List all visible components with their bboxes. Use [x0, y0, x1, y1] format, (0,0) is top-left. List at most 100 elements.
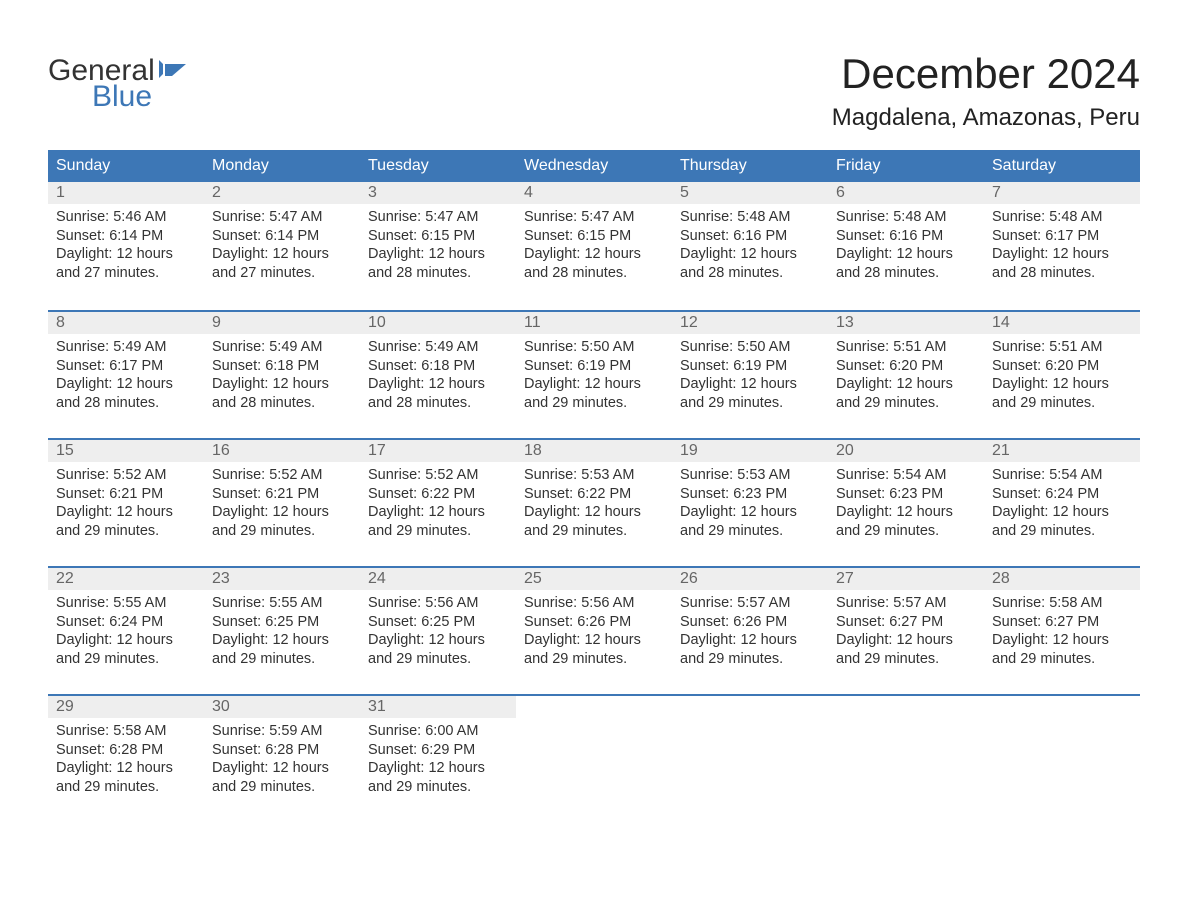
sunrise-text: Sunrise: 5:58 AM	[992, 594, 1132, 613]
weekday-header-row: Sunday Monday Tuesday Wednesday Thursday…	[48, 150, 1140, 182]
day-number: 4	[516, 182, 672, 204]
calendar-week: 1Sunrise: 5:46 AMSunset: 6:14 PMDaylight…	[48, 182, 1140, 310]
calendar-grid: Sunday Monday Tuesday Wednesday Thursday…	[48, 150, 1140, 822]
daylight-text-2: and 29 minutes.	[56, 650, 196, 669]
day-details: Sunrise: 5:59 AMSunset: 6:28 PMDaylight:…	[204, 718, 360, 806]
title-block: December 2024 Magdalena, Amazonas, Peru	[832, 50, 1140, 132]
daylight-text: Daylight: 12 hours	[56, 375, 196, 394]
calendar-day-cell: 6Sunrise: 5:48 AMSunset: 6:16 PMDaylight…	[828, 182, 984, 310]
daylight-text: Daylight: 12 hours	[524, 245, 664, 264]
sunrise-text: Sunrise: 5:52 AM	[212, 466, 352, 485]
daylight-text: Daylight: 12 hours	[212, 375, 352, 394]
calendar-day-cell: 16Sunrise: 5:52 AMSunset: 6:21 PMDayligh…	[204, 440, 360, 566]
daylight-text: Daylight: 12 hours	[212, 503, 352, 522]
calendar-day-cell: 3Sunrise: 5:47 AMSunset: 6:15 PMDaylight…	[360, 182, 516, 310]
calendar-week: 8Sunrise: 5:49 AMSunset: 6:17 PMDaylight…	[48, 310, 1140, 438]
sunset-text: Sunset: 6:14 PM	[212, 227, 352, 246]
calendar-day-cell: 31Sunrise: 6:00 AMSunset: 6:29 PMDayligh…	[360, 696, 516, 822]
day-details: Sunrise: 5:49 AMSunset: 6:17 PMDaylight:…	[48, 334, 204, 422]
daylight-text-2: and 29 minutes.	[992, 394, 1132, 413]
daylight-text-2: and 29 minutes.	[992, 650, 1132, 669]
logo-text-blue: Blue	[92, 82, 188, 112]
calendar-day-cell: 12Sunrise: 5:50 AMSunset: 6:19 PMDayligh…	[672, 312, 828, 438]
daylight-text: Daylight: 12 hours	[56, 245, 196, 264]
day-number: 22	[48, 568, 204, 590]
sunrise-text: Sunrise: 5:56 AM	[368, 594, 508, 613]
sunset-text: Sunset: 6:20 PM	[836, 357, 976, 376]
daylight-text-2: and 29 minutes.	[680, 394, 820, 413]
sunset-text: Sunset: 6:27 PM	[992, 613, 1132, 632]
daylight-text: Daylight: 12 hours	[836, 245, 976, 264]
daylight-text-2: and 29 minutes.	[212, 778, 352, 797]
calendar-day-cell	[828, 696, 984, 822]
day-number: 15	[48, 440, 204, 462]
sunset-text: Sunset: 6:15 PM	[368, 227, 508, 246]
day-number: 26	[672, 568, 828, 590]
weekday-header: Monday	[204, 150, 360, 182]
daylight-text-2: and 28 minutes.	[992, 264, 1132, 283]
calendar-day-cell: 14Sunrise: 5:51 AMSunset: 6:20 PMDayligh…	[984, 312, 1140, 438]
day-details: Sunrise: 5:55 AMSunset: 6:24 PMDaylight:…	[48, 590, 204, 678]
day-number: 7	[984, 182, 1140, 204]
weekday-header: Wednesday	[516, 150, 672, 182]
daylight-text-2: and 28 minutes.	[836, 264, 976, 283]
daylight-text: Daylight: 12 hours	[524, 375, 664, 394]
day-details: Sunrise: 5:49 AMSunset: 6:18 PMDaylight:…	[360, 334, 516, 422]
day-details: Sunrise: 5:58 AMSunset: 6:28 PMDaylight:…	[48, 718, 204, 806]
day-details: Sunrise: 5:55 AMSunset: 6:25 PMDaylight:…	[204, 590, 360, 678]
sunset-text: Sunset: 6:23 PM	[680, 485, 820, 504]
daylight-text: Daylight: 12 hours	[992, 375, 1132, 394]
sunrise-text: Sunrise: 5:57 AM	[680, 594, 820, 613]
month-title: December 2024	[832, 50, 1140, 98]
day-number: 6	[828, 182, 984, 204]
sunset-text: Sunset: 6:20 PM	[992, 357, 1132, 376]
sunset-text: Sunset: 6:27 PM	[836, 613, 976, 632]
page-header: General Blue December 2024 Magdalena, Am…	[48, 50, 1140, 132]
day-number: 28	[984, 568, 1140, 590]
sunset-text: Sunset: 6:14 PM	[56, 227, 196, 246]
sunrise-text: Sunrise: 5:49 AM	[212, 338, 352, 357]
sunset-text: Sunset: 6:16 PM	[680, 227, 820, 246]
day-number: 12	[672, 312, 828, 334]
day-details: Sunrise: 5:54 AMSunset: 6:24 PMDaylight:…	[984, 462, 1140, 550]
day-details: Sunrise: 5:51 AMSunset: 6:20 PMDaylight:…	[984, 334, 1140, 422]
daylight-text-2: and 27 minutes.	[212, 264, 352, 283]
calendar-day-cell: 22Sunrise: 5:55 AMSunset: 6:24 PMDayligh…	[48, 568, 204, 694]
daylight-text: Daylight: 12 hours	[56, 759, 196, 778]
sunrise-text: Sunrise: 5:46 AM	[56, 208, 196, 227]
daylight-text-2: and 29 minutes.	[368, 522, 508, 541]
day-number: 30	[204, 696, 360, 718]
daylight-text-2: and 29 minutes.	[368, 650, 508, 669]
daylight-text-2: and 29 minutes.	[56, 778, 196, 797]
daylight-text-2: and 29 minutes.	[836, 650, 976, 669]
weekday-header: Thursday	[672, 150, 828, 182]
calendar-week: 15Sunrise: 5:52 AMSunset: 6:21 PMDayligh…	[48, 438, 1140, 566]
day-number: 9	[204, 312, 360, 334]
day-details: Sunrise: 5:53 AMSunset: 6:22 PMDaylight:…	[516, 462, 672, 550]
weekday-header: Tuesday	[360, 150, 516, 182]
day-number: 14	[984, 312, 1140, 334]
daylight-text-2: and 29 minutes.	[524, 522, 664, 541]
calendar-day-cell: 30Sunrise: 5:59 AMSunset: 6:28 PMDayligh…	[204, 696, 360, 822]
sunset-text: Sunset: 6:24 PM	[992, 485, 1132, 504]
daylight-text: Daylight: 12 hours	[992, 245, 1132, 264]
sunrise-text: Sunrise: 5:49 AM	[368, 338, 508, 357]
calendar-day-cell: 29Sunrise: 5:58 AMSunset: 6:28 PMDayligh…	[48, 696, 204, 822]
calendar-day-cell: 20Sunrise: 5:54 AMSunset: 6:23 PMDayligh…	[828, 440, 984, 566]
sunset-text: Sunset: 6:18 PM	[368, 357, 508, 376]
day-details: Sunrise: 5:50 AMSunset: 6:19 PMDaylight:…	[672, 334, 828, 422]
calendar-day-cell: 21Sunrise: 5:54 AMSunset: 6:24 PMDayligh…	[984, 440, 1140, 566]
sunrise-text: Sunrise: 6:00 AM	[368, 722, 508, 741]
day-details: Sunrise: 5:50 AMSunset: 6:19 PMDaylight:…	[516, 334, 672, 422]
day-details: Sunrise: 5:52 AMSunset: 6:22 PMDaylight:…	[360, 462, 516, 550]
day-details: Sunrise: 5:56 AMSunset: 6:25 PMDaylight:…	[360, 590, 516, 678]
daylight-text-2: and 28 minutes.	[680, 264, 820, 283]
sunrise-text: Sunrise: 5:51 AM	[836, 338, 976, 357]
sunrise-text: Sunrise: 5:54 AM	[992, 466, 1132, 485]
sunrise-text: Sunrise: 5:50 AM	[680, 338, 820, 357]
sunrise-text: Sunrise: 5:59 AM	[212, 722, 352, 741]
daylight-text-2: and 29 minutes.	[524, 394, 664, 413]
weekday-header: Friday	[828, 150, 984, 182]
day-number: 8	[48, 312, 204, 334]
calendar-day-cell: 7Sunrise: 5:48 AMSunset: 6:17 PMDaylight…	[984, 182, 1140, 310]
